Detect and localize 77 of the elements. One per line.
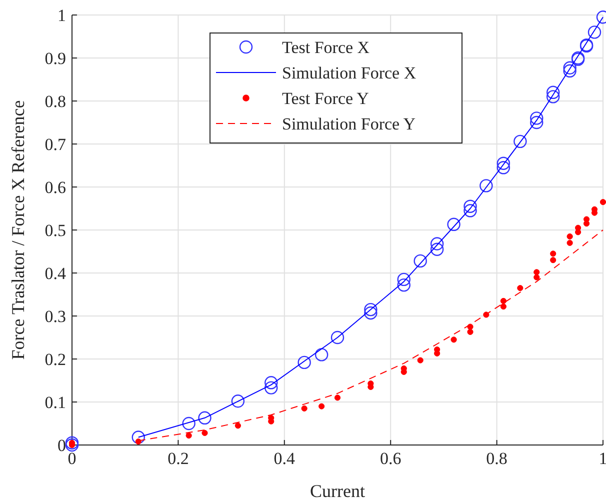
x-tick-label: 0.4 <box>274 449 296 468</box>
point <box>467 324 474 330</box>
point <box>530 112 544 125</box>
point <box>600 199 606 206</box>
x-axis-title: Current <box>310 481 365 501</box>
point <box>464 204 477 218</box>
point <box>417 357 424 364</box>
y-tick-label: 0.6 <box>44 178 66 197</box>
point <box>314 348 328 362</box>
legend-label: Test Force Y <box>282 88 369 108</box>
y-tick-label: 0.1 <box>44 392 66 412</box>
point <box>588 26 602 39</box>
x-tick-label: 0.2 <box>168 449 189 468</box>
point <box>496 156 510 170</box>
point <box>430 242 444 256</box>
point <box>514 134 527 148</box>
point <box>414 254 427 268</box>
y-tick-label: 0.9 <box>44 48 66 68</box>
point <box>186 432 192 439</box>
point <box>550 250 556 257</box>
point <box>202 430 208 436</box>
y-tick-label: 0.2 <box>44 350 66 369</box>
point <box>566 233 573 240</box>
point <box>563 64 576 78</box>
point <box>566 240 573 246</box>
point <box>496 161 510 174</box>
point <box>264 381 278 394</box>
point <box>546 90 560 104</box>
legend-label: Test Force X <box>282 38 370 57</box>
y-tick-label: 0.7 <box>44 134 66 154</box>
point <box>500 303 506 310</box>
point <box>517 285 524 292</box>
y-tick-label: 0.3 <box>44 306 66 326</box>
y-axis-title: Force Traslator / Force X Reference <box>8 100 28 360</box>
point <box>330 330 344 344</box>
y-tick-label: 0.4 <box>44 264 66 283</box>
point <box>450 336 457 343</box>
point <box>135 438 142 445</box>
point <box>65 438 79 452</box>
point <box>234 422 241 429</box>
point <box>364 306 378 320</box>
point <box>264 376 278 390</box>
legend-label: Simulation Force Y <box>282 114 416 134</box>
point <box>334 394 341 401</box>
point <box>397 272 410 286</box>
point <box>198 411 212 425</box>
point <box>574 224 582 231</box>
point <box>301 405 308 412</box>
point <box>546 86 560 99</box>
point <box>534 274 540 280</box>
point <box>182 416 196 430</box>
point <box>563 61 576 74</box>
y-tick-label: 0.5 <box>44 220 66 240</box>
y-tick-label: 0 <box>58 436 66 455</box>
point <box>467 328 474 335</box>
point <box>550 257 556 264</box>
point <box>534 269 540 276</box>
point <box>480 179 493 192</box>
y-tick-label: 0.8 <box>44 92 66 111</box>
point <box>132 430 145 444</box>
point <box>65 436 79 450</box>
x-tick-label: 0.8 <box>486 449 508 468</box>
point <box>231 394 245 408</box>
point <box>397 278 410 292</box>
x-tick-label: 1 <box>598 449 606 468</box>
point <box>464 200 477 213</box>
point <box>583 216 590 222</box>
x-tick-label: 0.6 <box>380 449 402 468</box>
point <box>298 356 311 370</box>
point <box>318 403 325 410</box>
point <box>500 298 506 304</box>
y-tick-label: 1 <box>58 6 66 25</box>
point <box>447 218 460 232</box>
point <box>530 116 544 130</box>
point <box>364 302 378 316</box>
legend-label: Simulation Force X <box>282 63 416 82</box>
point <box>430 237 444 250</box>
